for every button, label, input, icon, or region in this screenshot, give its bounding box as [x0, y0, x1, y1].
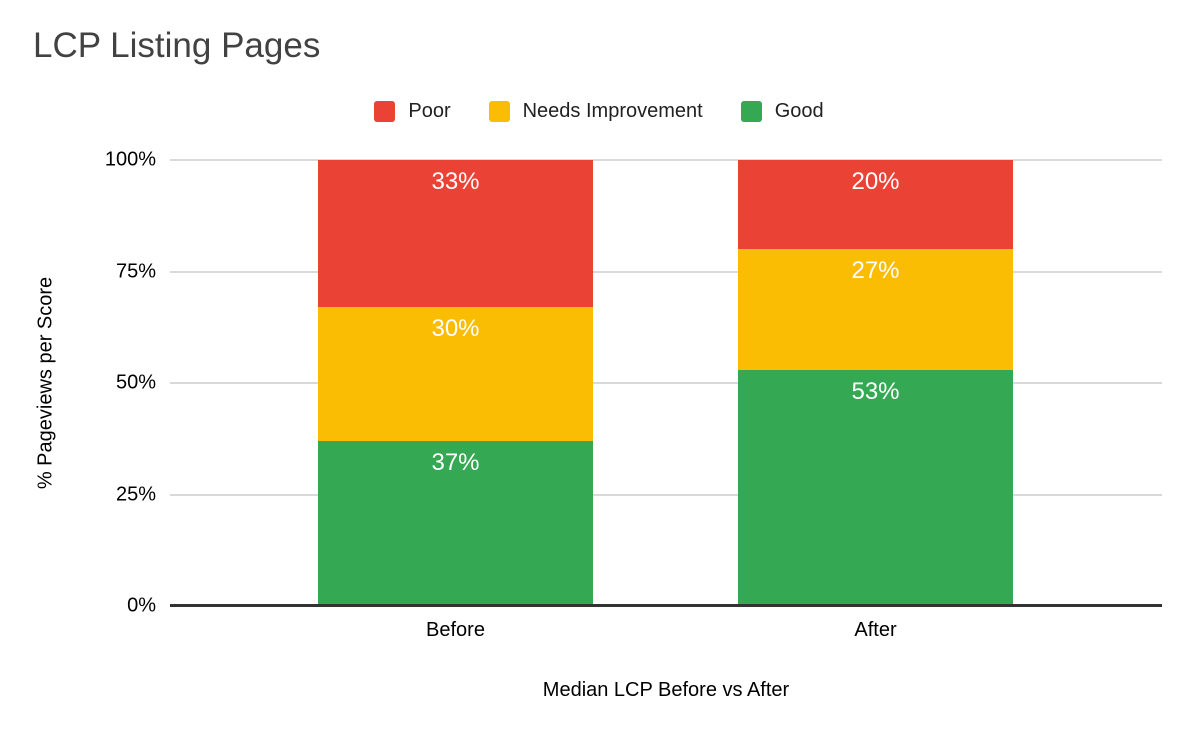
- segment-after-poor: 20%: [738, 160, 1013, 250]
- gridline-75: [170, 270, 1162, 273]
- bar-before: 33% 30% 37%: [318, 160, 593, 606]
- segment-before-poor: 33%: [318, 160, 593, 308]
- legend-label-good: Good: [774, 100, 824, 122]
- segment-label-after-needs-improvement: 27%: [851, 257, 900, 285]
- legend-label-needs-improvement: Needs Improvement: [522, 100, 703, 122]
- x-tick-before: Before: [426, 619, 485, 641]
- gridline-25: [170, 493, 1162, 496]
- y-tick-75: 75%: [115, 260, 156, 282]
- legend-swatch-good: [740, 101, 762, 122]
- segment-label-after-poor: 20%: [851, 168, 900, 195]
- y-tick-0: 0%: [127, 594, 156, 617]
- legend-item-good: Good: [740, 100, 824, 123]
- x-axis-line: [170, 604, 1162, 607]
- x-axis-title: Median LCP Before vs After: [542, 679, 790, 701]
- y-axis-title: % Pageviews per Score: [34, 276, 57, 490]
- segment-after-good: 53%: [738, 369, 1013, 606]
- y-tick-25: 25%: [115, 483, 156, 505]
- legend-swatch-poor: [374, 101, 396, 122]
- y-tick-50: 50%: [115, 371, 156, 394]
- segment-before-good: 37%: [318, 440, 593, 606]
- gridline-50: [170, 382, 1162, 384]
- legend-item-needs-improvement: Needs Improvement: [488, 100, 703, 123]
- legend-item-poor: Poor: [374, 100, 451, 123]
- segment-label-before-good: 37%: [431, 448, 480, 476]
- segment-after-needs-improvement: 27%: [738, 249, 1013, 370]
- legend-swatch-needs-improvement: [488, 101, 510, 122]
- segment-before-needs-improvement: 30%: [318, 307, 593, 441]
- gridline-100: [170, 159, 1162, 161]
- legend: Poor Needs Improvement Good: [0, 100, 1198, 123]
- legend-label-poor: Poor: [408, 100, 451, 122]
- segment-label-before-needs-improvement: 30%: [431, 315, 480, 343]
- bar-after: 20% 27% 53%: [738, 160, 1013, 606]
- segment-label-before-poor: 33%: [431, 168, 480, 195]
- y-tick-100: 100%: [104, 148, 156, 171]
- chart-title: LCP Listing Pages: [33, 26, 321, 65]
- x-tick-after: After: [854, 619, 897, 641]
- plot-area: 33% 30% 37% 20% 27% 53%: [170, 159, 1162, 607]
- segment-label-after-good: 53%: [851, 377, 900, 405]
